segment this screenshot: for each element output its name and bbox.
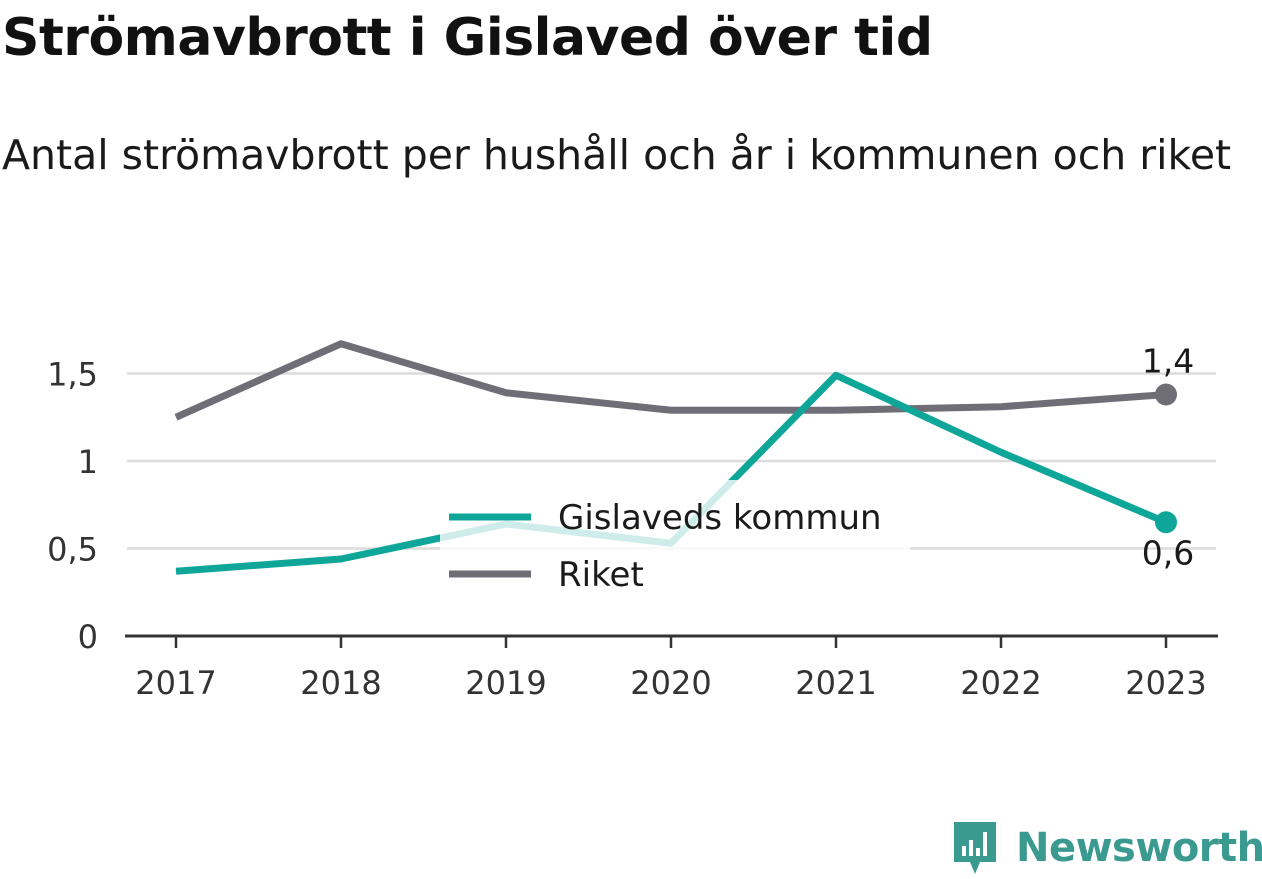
legend-label: Riket: [558, 555, 644, 595]
y-tick-label: 0,5: [47, 531, 98, 569]
y-tick-label: 1: [78, 443, 98, 481]
legend: Gislaveds kommun Riket: [449, 498, 882, 595]
end-marker: [1155, 511, 1177, 534]
series-endpoints: 0,6 1,4: [1142, 342, 1194, 573]
end-value-label: 0,6: [1142, 533, 1194, 572]
x-tick-label: 2018: [300, 664, 381, 702]
chart-subtitle: Antal strömavbrott per hushåll och år i …: [2, 131, 1232, 179]
newsworthy-logo-icon: [954, 822, 996, 874]
x-tick-label: 2023: [1125, 664, 1206, 702]
x-tick-label: 2019: [465, 664, 546, 702]
end-value-label: 1,4: [1142, 342, 1194, 381]
y-tick-label: 0: [78, 618, 98, 656]
x-tick-label: 2020: [630, 664, 711, 702]
legend-label: Gislaveds kommun: [558, 498, 882, 538]
legend-box: [440, 480, 910, 600]
series-line: [174, 340, 1167, 421]
end-marker: [1155, 383, 1177, 406]
x-tick-label: 2017: [135, 664, 216, 702]
y-axis-ticks: 0 0,5 1 1,5: [47, 356, 98, 657]
y-tick-label: 1,5: [47, 356, 98, 394]
x-tick-label: 2022: [960, 664, 1041, 702]
brand-name: Newsworthy: [1016, 825, 1262, 871]
x-axis-ticks: 2017 2018 2019 2020 2021 2022 2023: [135, 636, 1207, 702]
x-tick-label: 2021: [795, 664, 876, 702]
legend-background: [440, 480, 910, 600]
brand: Newsworthy: [950, 818, 1262, 878]
chart-title: Strömavbrott i Gislaved över tid: [2, 8, 933, 68]
